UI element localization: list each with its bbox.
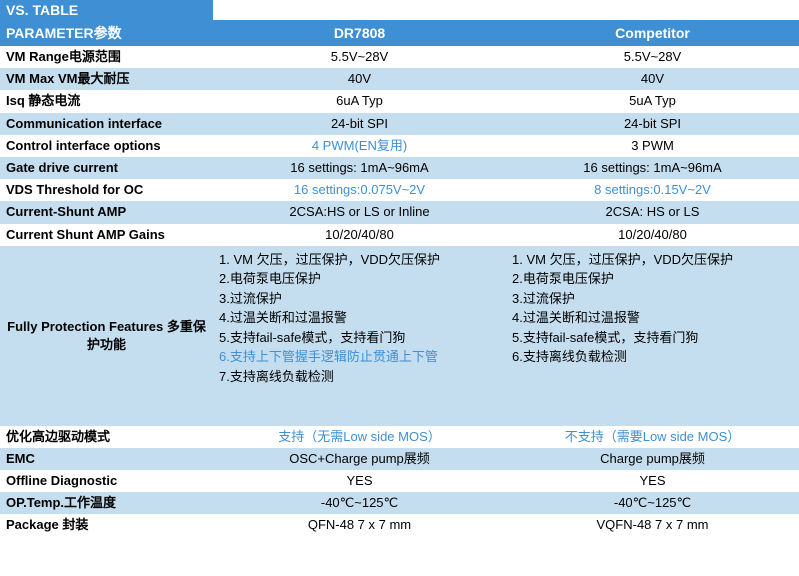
value-cell-a: 4 PWM(EN复用) [213,135,506,157]
value-cell-b: 24-bit SPI [506,113,799,135]
param-cell: OP.Temp.工作温度 [0,492,213,514]
value-cell-a: YES [213,470,506,492]
param-cell: Current Shunt AMP Gains [0,224,213,246]
param-cell: Isq 静态电流 [0,90,213,112]
table-row: Control interface options4 PWM(EN复用)3 PW… [0,135,799,157]
value-cell-b: 2CSA: HS or LS [506,201,799,223]
value-cell-b: 40V [506,68,799,90]
value-cell-a: QFN-48 7 x 7 mm [213,514,506,536]
param-cell: Communication interface [0,113,213,135]
title-row: VS. TABLE [0,0,799,20]
value-cell-a: 16 settings:0.075V~2V [213,179,506,201]
table-row: VDS Threshold for OC16 settings:0.075V~2… [0,179,799,201]
value-cell-b: 3 PWM [506,135,799,157]
protection-line: 6.支持离线负载检测 [512,347,793,367]
table-row: Isq 静态电流6uA Typ5uA Typ [0,90,799,112]
table-row: Offline DiagnosticYESYES [0,470,799,492]
value-cell-b: 不支持（需要Low side MOS） [506,426,799,448]
value-cell-a: 支持（无需Low side MOS） [213,426,506,448]
table-row: Gate drive current16 settings: 1mA~96mA1… [0,157,799,179]
value-cell-a: 5.5V~28V [213,46,506,68]
protection-line: 5.支持fail-safe模式，支持看门狗 [219,328,500,348]
protection-line: 6.支持上下管握手逻辑防止贯通上下管 [219,347,500,367]
protection-line: 4.过温关断和过温报警 [512,308,793,328]
value-cell-b: YES [506,470,799,492]
value-cell-a: 24-bit SPI [213,113,506,135]
value-cell-b: 5uA Typ [506,90,799,112]
param-cell: 优化高边驱动模式 [0,426,213,448]
protection-line: 3.过流保护 [219,289,500,309]
value-cell-b: VQFN-48 7 x 7 mm [506,514,799,536]
param-cell: Package 封装 [0,514,213,536]
table-row: OP.Temp.工作温度-40℃~125℃-40℃~125℃ [0,492,799,514]
value-cell-a: -40℃~125℃ [213,492,506,514]
protection-col-a: 1. VM 欠压，过压保护，VDD欠压保护2.电荷泵电压保护3.过流保护4.过温… [213,246,506,426]
protection-line: 2.电荷泵电压保护 [219,269,500,289]
table-row: VM Max VM最大耐压40V40V [0,68,799,90]
table-row: VM Range电源范围5.5V~28V5.5V~28V [0,46,799,68]
protection-row: Fully Protection Features 多重保护功能 1. VM 欠… [0,246,799,426]
param-cell: Offline Diagnostic [0,470,213,492]
param-cell: EMC [0,448,213,470]
protection-line: 1. VM 欠压，过压保护，VDD欠压保护 [219,250,500,270]
protection-param-label: Fully Protection Features 多重保护功能 [7,319,206,352]
param-cell: Control interface options [0,135,213,157]
value-cell-a: 6uA Typ [213,90,506,112]
table-row: Package 封装QFN-48 7 x 7 mmVQFN-48 7 x 7 m… [0,514,799,536]
value-cell-b: 5.5V~28V [506,46,799,68]
table-title: VS. TABLE [0,0,213,20]
value-cell-b: 8 settings:0.15V~2V [506,179,799,201]
value-cell-a: OSC+Charge pump展频 [213,448,506,470]
value-cell-b: -40℃~125℃ [506,492,799,514]
table-row: Current Shunt AMP Gains10/20/40/8010/20/… [0,224,799,246]
value-cell-a: 2CSA:HS or LS or Inline [213,201,506,223]
title-blank [506,0,799,20]
protection-line: 5.支持fail-safe模式，支持看门狗 [512,328,793,348]
protection-line: 4.过温关断和过温报警 [219,308,500,328]
protection-col-b: 1. VM 欠压，过压保护，VDD欠压保护2.电荷泵电压保护3.过流保护4.过温… [506,246,799,426]
protection-param: Fully Protection Features 多重保护功能 [0,246,213,426]
value-cell-b: Charge pump展频 [506,448,799,470]
param-cell: VDS Threshold for OC [0,179,213,201]
value-cell-b: 10/20/40/80 [506,224,799,246]
header-param: PARAMETER参数 [0,20,213,46]
table-row: Communication interface24-bit SPI24-bit … [0,113,799,135]
value-cell-a: 16 settings: 1mA~96mA [213,157,506,179]
protection-line: 3.过流保护 [512,289,793,309]
table-row: Current-Shunt AMP2CSA:HS or LS or Inline… [0,201,799,223]
param-cell: Current-Shunt AMP [0,201,213,223]
header-col-a: DR7808 [213,20,506,46]
protection-line: 7.支持离线负载检测 [219,367,500,387]
comparison-table: VS. TABLE PARAMETER参数 DR7808 Competitor … [0,0,799,537]
header-row: PARAMETER参数 DR7808 Competitor [0,20,799,46]
header-col-b: Competitor [506,20,799,46]
title-blank [213,0,506,20]
value-cell-a: 40V [213,68,506,90]
table-row: 优化高边驱动模式支持（无需Low side MOS）不支持（需要Low side… [0,426,799,448]
param-cell: VM Range电源范围 [0,46,213,68]
protection-line: 2.电荷泵电压保护 [512,269,793,289]
value-cell-b: 16 settings: 1mA~96mA [506,157,799,179]
table-row: EMCOSC+Charge pump展频Charge pump展频 [0,448,799,470]
value-cell-a: 10/20/40/80 [213,224,506,246]
param-cell: VM Max VM最大耐压 [0,68,213,90]
param-cell: Gate drive current [0,157,213,179]
protection-line: 1. VM 欠压，过压保护，VDD欠压保护 [512,250,793,270]
